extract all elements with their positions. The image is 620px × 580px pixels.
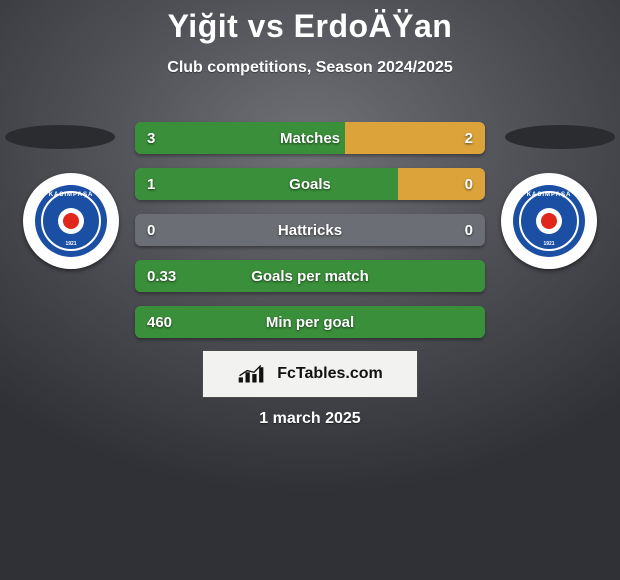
- stat-row: 3Matches2: [135, 122, 485, 154]
- club-center-left: [58, 208, 84, 234]
- bars-icon: [237, 363, 271, 385]
- page-title: Yiğit vs ErdoÄŸan: [0, 0, 620, 45]
- club-name-right: KASIMPAŞA: [513, 192, 585, 198]
- watermark: FcTables.com: [202, 350, 418, 398]
- subtitle: Club competitions, Season 2024/2025: [0, 59, 620, 77]
- stat-row: 0Hattricks0: [135, 214, 485, 246]
- club-logo-left: KASIMPAŞA 1921: [35, 185, 107, 257]
- stat-label: Min per goal: [135, 314, 485, 331]
- stat-label: Hattricks: [135, 222, 485, 239]
- club-name-left: KASIMPAŞA: [35, 192, 107, 198]
- avatar-shadow-right: [505, 125, 615, 149]
- club-year-right: 1921: [513, 241, 585, 247]
- date: 1 march 2025: [0, 410, 620, 428]
- stat-label: Goals per match: [135, 268, 485, 285]
- comparison-stats: 3Matches21Goals00Hattricks00.33Goals per…: [135, 122, 485, 352]
- stat-label: Matches: [135, 130, 485, 147]
- content: Yiğit vs ErdoÄŸan Club competitions, Sea…: [0, 0, 620, 77]
- stat-row: 1Goals0: [135, 168, 485, 200]
- club-badge-left: KASIMPAŞA 1921: [23, 173, 119, 269]
- stat-value-right: 0: [453, 176, 485, 193]
- watermark-text: FcTables.com: [277, 365, 383, 383]
- avatar-shadow-left: [5, 125, 115, 149]
- stat-row: 460Min per goal: [135, 306, 485, 338]
- stat-value-right: 0: [453, 222, 485, 239]
- club-logo-right: KASIMPAŞA 1921: [513, 185, 585, 257]
- stat-row: 0.33Goals per match: [135, 260, 485, 292]
- club-year-left: 1921: [35, 241, 107, 247]
- stat-value-right: 2: [453, 130, 485, 147]
- club-center-right: [536, 208, 562, 234]
- club-badge-right: KASIMPAŞA 1921: [501, 173, 597, 269]
- stat-label: Goals: [135, 176, 485, 193]
